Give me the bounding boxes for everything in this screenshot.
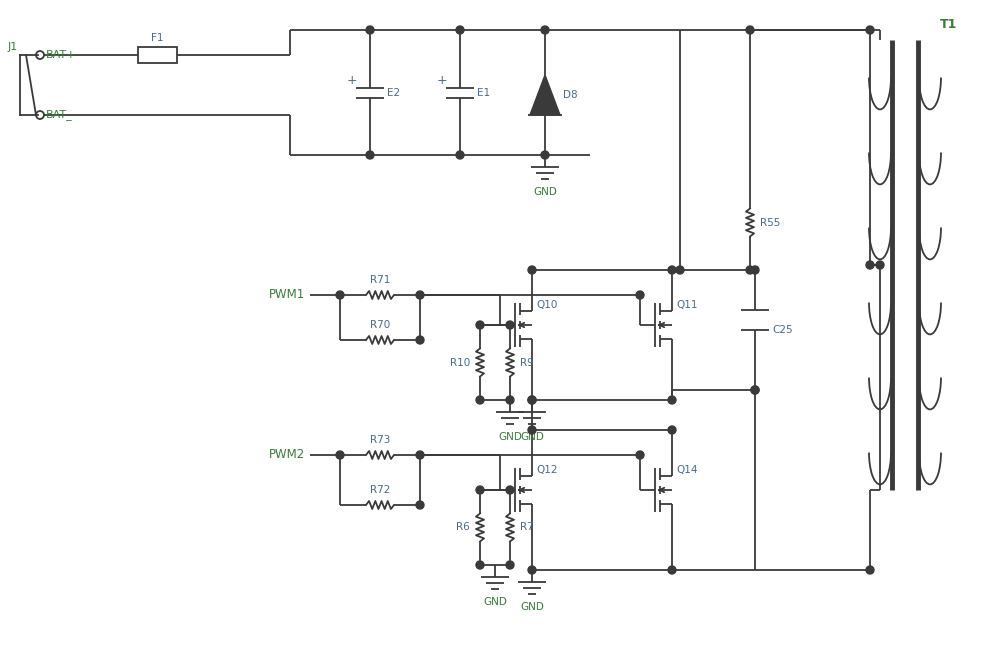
- Text: R71: R71: [370, 275, 390, 285]
- Text: +: +: [347, 74, 357, 87]
- Text: T1: T1: [940, 19, 957, 32]
- Text: E1: E1: [477, 88, 490, 97]
- Circle shape: [751, 386, 759, 394]
- Circle shape: [668, 426, 676, 434]
- Text: J1: J1: [8, 42, 18, 52]
- Circle shape: [636, 451, 644, 459]
- Circle shape: [541, 151, 549, 159]
- Circle shape: [506, 396, 514, 404]
- Circle shape: [528, 266, 536, 274]
- Circle shape: [668, 266, 676, 274]
- Circle shape: [541, 26, 549, 34]
- Circle shape: [366, 26, 374, 34]
- Circle shape: [366, 151, 374, 159]
- Circle shape: [456, 26, 464, 34]
- Text: R9: R9: [520, 357, 534, 368]
- Text: E2: E2: [387, 88, 400, 97]
- Circle shape: [668, 396, 676, 404]
- Text: R72: R72: [370, 485, 390, 495]
- Text: GND: GND: [520, 432, 544, 442]
- Circle shape: [416, 336, 424, 344]
- Text: BAT+: BAT+: [46, 50, 76, 60]
- Text: GND: GND: [533, 187, 557, 197]
- Circle shape: [636, 291, 644, 299]
- Circle shape: [416, 291, 424, 299]
- Text: F1: F1: [151, 33, 164, 43]
- Circle shape: [866, 566, 874, 574]
- Circle shape: [528, 566, 536, 574]
- Text: D8: D8: [563, 90, 578, 100]
- Text: R70: R70: [370, 320, 390, 330]
- Circle shape: [751, 266, 759, 274]
- Text: BAT_: BAT_: [46, 110, 73, 121]
- Text: R73: R73: [370, 435, 390, 445]
- Text: R10: R10: [450, 357, 470, 368]
- Circle shape: [746, 26, 754, 34]
- Circle shape: [476, 396, 484, 404]
- Circle shape: [416, 501, 424, 509]
- Text: PWM2: PWM2: [269, 448, 305, 462]
- Circle shape: [528, 396, 536, 404]
- Circle shape: [751, 386, 759, 394]
- FancyBboxPatch shape: [138, 47, 177, 63]
- Text: R7: R7: [520, 522, 534, 533]
- Circle shape: [746, 266, 754, 274]
- Circle shape: [476, 486, 484, 494]
- Circle shape: [456, 151, 464, 159]
- Text: Q12: Q12: [536, 465, 558, 475]
- Circle shape: [528, 426, 536, 434]
- Circle shape: [506, 561, 514, 569]
- Text: +: +: [437, 74, 447, 87]
- Circle shape: [528, 396, 536, 404]
- Text: Q14: Q14: [676, 465, 698, 475]
- Text: GND: GND: [483, 597, 507, 607]
- Text: GND: GND: [520, 602, 544, 612]
- Circle shape: [506, 321, 514, 329]
- Text: GND: GND: [498, 432, 522, 442]
- Circle shape: [476, 561, 484, 569]
- Text: Q11: Q11: [676, 300, 698, 310]
- Circle shape: [336, 451, 344, 459]
- Circle shape: [506, 486, 514, 494]
- Text: R6: R6: [456, 522, 470, 533]
- Circle shape: [876, 261, 884, 269]
- Circle shape: [476, 321, 484, 329]
- Text: C25: C25: [772, 325, 793, 335]
- Text: PWM1: PWM1: [269, 288, 305, 301]
- Circle shape: [668, 566, 676, 574]
- Circle shape: [416, 451, 424, 459]
- Circle shape: [336, 291, 344, 299]
- Text: R55: R55: [760, 217, 780, 228]
- Text: Q10: Q10: [536, 300, 557, 310]
- Polygon shape: [530, 75, 560, 115]
- Circle shape: [866, 261, 874, 269]
- Circle shape: [866, 26, 874, 34]
- Circle shape: [676, 266, 684, 274]
